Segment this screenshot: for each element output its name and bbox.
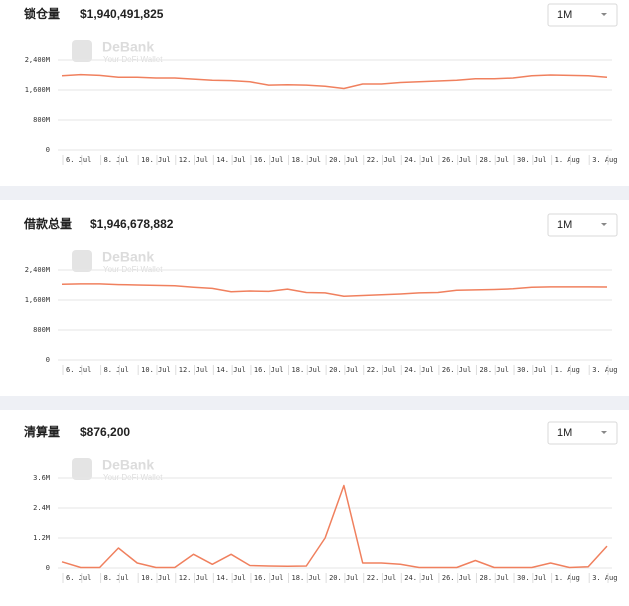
x-tick-label: 6. Jul	[66, 574, 91, 582]
x-tick-label: 1. Aug	[555, 366, 580, 374]
x-tick-label: 8. Jul	[104, 156, 129, 164]
x-tick-label: 10. Jul	[141, 574, 171, 582]
watermark-brand: DeBank	[102, 249, 154, 265]
x-tick-label: 26. Jul	[442, 574, 472, 582]
x-tick-label: 26. Jul	[442, 366, 472, 374]
y-tick-label: 3.6M	[33, 474, 50, 482]
x-tick-label: 16. Jul	[254, 156, 284, 164]
x-tick-label: 18. Jul	[292, 574, 322, 582]
x-tick-label: 12. Jul	[179, 366, 209, 374]
y-tick-label: 0	[46, 564, 50, 572]
period-dropdown[interactable]	[547, 3, 618, 27]
y-tick-label: 1.2M	[33, 534, 50, 542]
x-tick-label: 14. Jul	[216, 156, 246, 164]
dropdown-arrow	[601, 431, 607, 434]
period-dropdown[interactable]	[547, 421, 618, 445]
data-line	[61, 283, 608, 298]
x-tick-label: 18. Jul	[292, 366, 322, 374]
x-tick-label: 20. Jul	[329, 366, 359, 374]
separator	[0, 396, 629, 410]
panel-value: $876,200	[80, 425, 130, 439]
x-tick-label: 3. Aug	[592, 574, 617, 582]
data-line	[61, 484, 608, 569]
x-tick-label: 14. Jul	[216, 366, 246, 374]
panel-title: 锁仓量	[24, 6, 60, 21]
y-tick-label: 2,400M	[25, 56, 50, 64]
y-tick-label: 0	[46, 356, 50, 364]
x-tick-label: 24. Jul	[404, 574, 434, 582]
x-tick-label: 28. Jul	[479, 574, 509, 582]
x-tick-label: 22. Jul	[367, 366, 397, 374]
x-tick-label: 3. Aug	[592, 366, 617, 374]
x-tick-label: 26. Jul	[442, 156, 472, 164]
x-tick-label: 20. Jul	[329, 574, 359, 582]
x-tick-label: 22. Jul	[367, 156, 397, 164]
x-tick-label: 30. Jul	[517, 366, 547, 374]
x-tick-label: 28. Jul	[479, 366, 509, 374]
panel-title: 清算量	[24, 424, 60, 439]
x-tick-label: 10. Jul	[141, 366, 171, 374]
panel-title: 借款总量	[23, 216, 72, 231]
x-tick-label: 12. Jul	[179, 156, 209, 164]
x-tick-label: 18. Jul	[292, 156, 322, 164]
period-label[interactable]: 1M	[557, 9, 572, 21]
dropdown-arrow	[601, 223, 607, 226]
period-dropdown[interactable]	[547, 213, 618, 237]
data-line	[61, 73, 608, 90]
x-tick-label: 22. Jul	[367, 574, 397, 582]
x-tick-label: 16. Jul	[254, 574, 284, 582]
y-tick-label: 800M	[33, 326, 50, 334]
watermark-logo	[72, 40, 92, 62]
separator	[0, 186, 629, 200]
x-tick-label: 6. Jul	[66, 366, 91, 374]
x-tick-label: 14. Jul	[216, 574, 246, 582]
x-tick-label: 24. Jul	[404, 156, 434, 164]
x-tick-label: 1. Aug	[555, 156, 580, 164]
y-tick-label: 0	[46, 146, 50, 154]
x-tick-label: 3. Aug	[592, 156, 617, 164]
x-tick-label: 6. Jul	[66, 156, 91, 164]
dropdown-arrow	[601, 13, 607, 16]
x-tick-label: 10. Jul	[141, 156, 171, 164]
period-label[interactable]: 1M	[557, 219, 572, 231]
x-tick-label: 8. Jul	[104, 574, 129, 582]
panel-value: $1,946,678,882	[90, 217, 174, 231]
watermark-logo	[72, 250, 92, 272]
x-tick-label: 28. Jul	[479, 156, 509, 164]
x-tick-label: 8. Jul	[104, 366, 129, 374]
x-tick-label: 30. Jul	[517, 156, 547, 164]
x-tick-label: 30. Jul	[517, 574, 547, 582]
y-tick-label: 800M	[33, 116, 50, 124]
y-tick-label: 1,600M	[25, 296, 50, 304]
x-tick-label: 16. Jul	[254, 366, 284, 374]
y-tick-label: 2,400M	[25, 266, 50, 274]
x-tick-label: 1. Aug	[555, 574, 580, 582]
x-tick-label: 20. Jul	[329, 156, 359, 164]
y-tick-label: 1,600M	[25, 86, 50, 94]
watermark-brand: DeBank	[102, 457, 154, 473]
x-tick-label: 12. Jul	[179, 574, 209, 582]
y-tick-label: 2.4M	[33, 504, 50, 512]
panel-value: $1,940,491,825	[80, 7, 164, 21]
watermark-logo	[72, 458, 92, 480]
watermark-brand: DeBank	[102, 39, 154, 55]
period-label[interactable]: 1M	[557, 427, 572, 439]
x-tick-label: 24. Jul	[404, 366, 434, 374]
